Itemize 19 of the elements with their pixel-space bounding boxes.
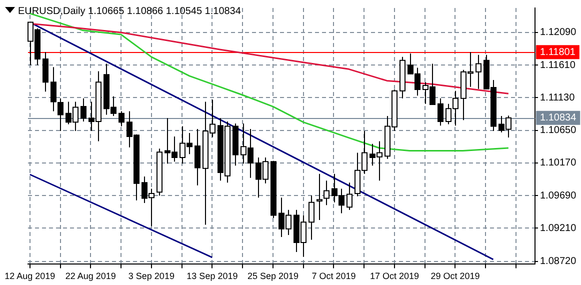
ref-line-label: 1.10834 xyxy=(540,112,577,124)
y-tick-label: 1.10650 xyxy=(540,125,577,136)
x-tick-label: 13 Sep 2019 xyxy=(186,271,238,282)
x-tick-label: 17 Oct 2019 xyxy=(370,271,420,282)
chart-title: EURUSD,Daily 1.10665 1.10866 1.10545 1.10834 xyxy=(18,6,242,17)
y-tick-label: 1.11130 xyxy=(540,92,576,104)
x-tick-label: 7 Oct 2019 xyxy=(312,271,356,282)
x-tick-label: 12 Aug 2019 xyxy=(4,271,56,282)
y-tick-label: 1.12090 xyxy=(540,27,577,38)
x-tick-label: 22 Aug 2019 xyxy=(65,271,116,282)
y-tick-label: 1.09690 xyxy=(540,190,577,202)
y-tick-label: 1.08720 xyxy=(540,256,577,268)
y-tick-label: 1.10170 xyxy=(540,158,577,169)
y-tick-label: 1.11610 xyxy=(540,60,576,71)
y-tick-label: 1.09210 xyxy=(540,222,577,234)
ref-line-label: 1.11801 xyxy=(540,46,576,58)
x-tick-label: 29 Oct 2019 xyxy=(430,271,480,282)
x-tick-label: 25 Sep 2019 xyxy=(247,271,298,282)
x-tick-label: 3 Sep 2019 xyxy=(128,271,174,282)
